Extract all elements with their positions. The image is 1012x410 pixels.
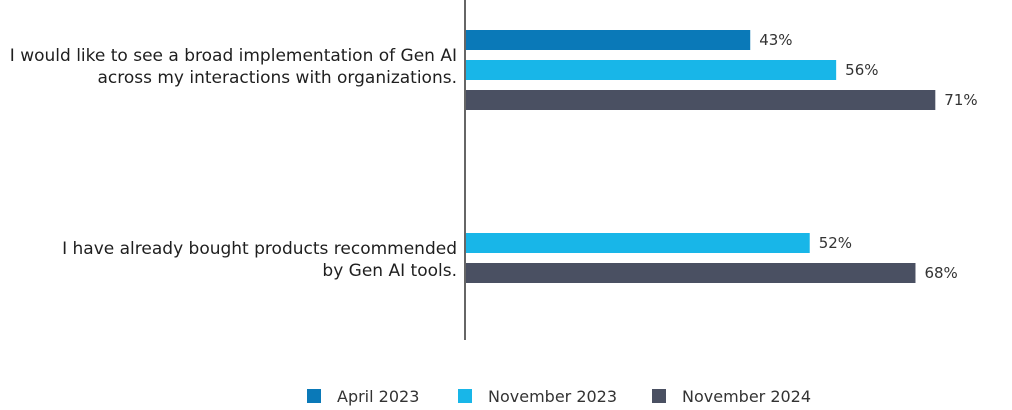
bar (466, 233, 810, 253)
data-label: 52% (819, 234, 852, 252)
legend-label: April 2023 (337, 387, 419, 406)
category-label-line: I would like to see a broad implementati… (10, 46, 457, 66)
bar (466, 30, 751, 50)
legend-swatch (307, 389, 321, 403)
bars-group: 43% 56% 71% 52% 68% (466, 30, 978, 283)
data-label: 68% (924, 264, 957, 282)
data-label: 71% (944, 91, 977, 109)
category-label-line: across my interactions with organization… (97, 68, 457, 88)
category-label: I have already bought products recommend… (62, 239, 457, 281)
legend-swatch (652, 389, 666, 403)
legend-label: November 2023 (488, 387, 617, 406)
category-label-line: by Gen AI tools. (322, 261, 457, 281)
legend: April 2023 November 2023 November 2024 (307, 387, 811, 406)
legend-label: November 2024 (682, 387, 811, 406)
data-label: 43% (759, 31, 792, 49)
bar (466, 90, 936, 110)
category-labels: I would like to see a broad implementati… (10, 46, 457, 281)
category-label: I would like to see a broad implementati… (10, 46, 457, 88)
legend-swatch (458, 389, 472, 403)
bar (466, 60, 837, 80)
bar (466, 263, 916, 283)
category-label-line: I have already bought products recommend… (62, 239, 457, 259)
data-label: 56% (845, 61, 878, 79)
